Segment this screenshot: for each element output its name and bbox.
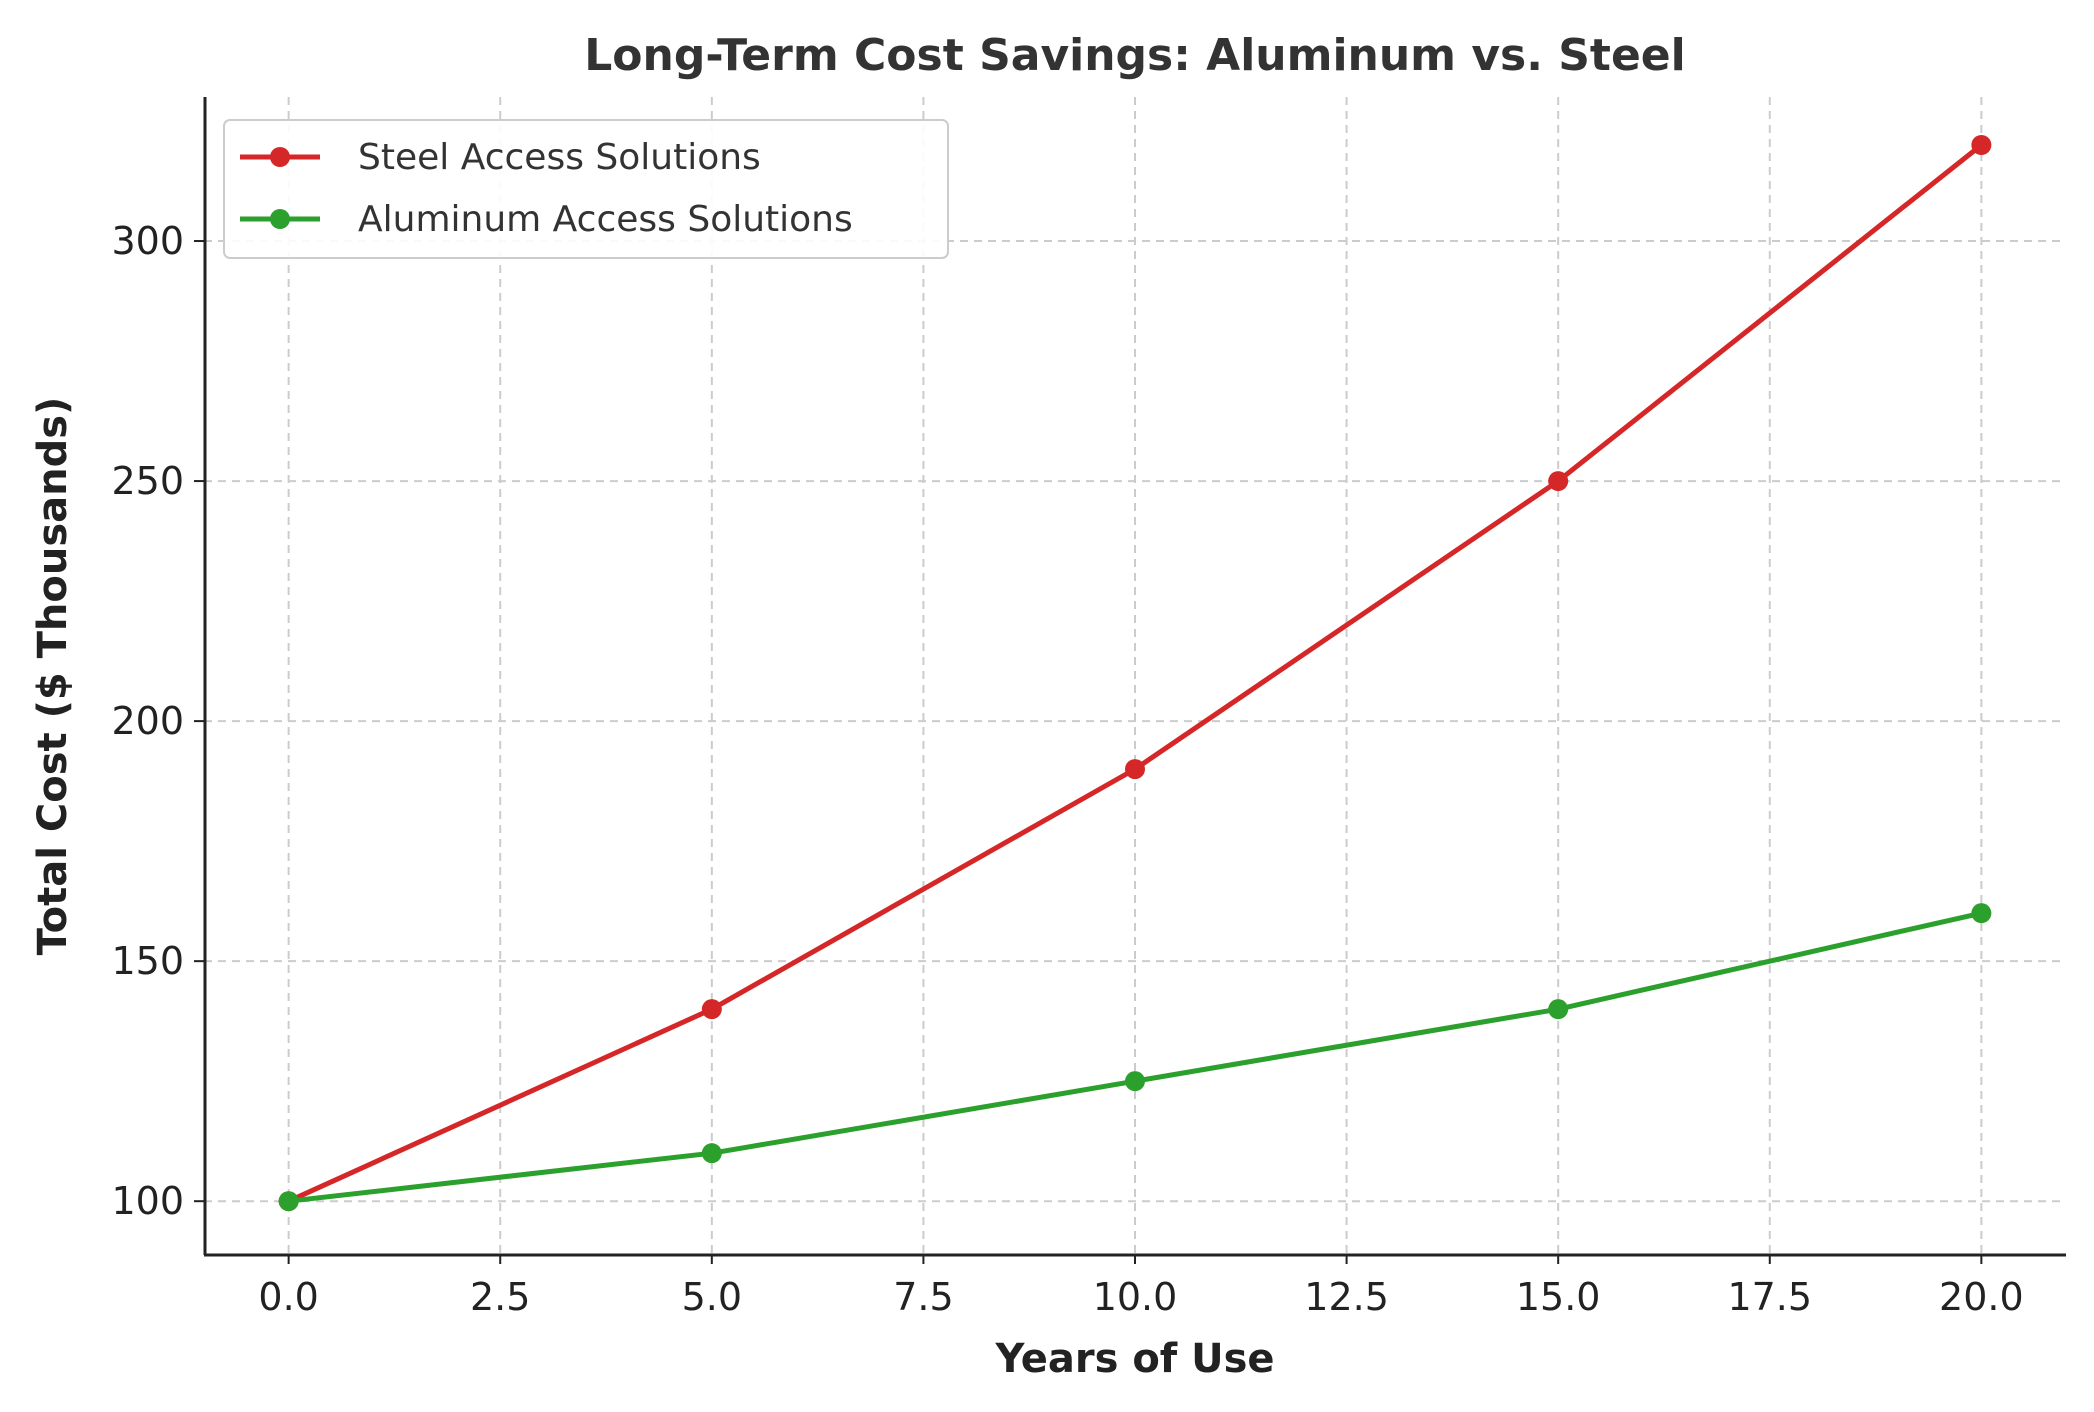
x-tick-label: 15.0 <box>1516 1275 1601 1319</box>
y-axis-label: Total Cost ($ Thousands) <box>30 397 76 956</box>
aluminum-data-point <box>1971 903 1992 924</box>
y-tick-label: 200 <box>111 699 184 743</box>
x-tick-label: 17.5 <box>1727 1275 1812 1319</box>
y-tick-label: 250 <box>111 459 184 503</box>
x-tick-label: 7.5 <box>893 1275 953 1319</box>
x-tick-label: 2.5 <box>470 1275 530 1319</box>
steel-data-point <box>1125 759 1145 780</box>
aluminum-data-point <box>1548 999 1569 1020</box>
aluminum-data-point <box>1125 1071 1145 1092</box>
x-tick-label: 0.0 <box>258 1275 318 1319</box>
chart-title: Long-Term Cost Savings: Aluminum vs. Ste… <box>584 30 1685 81</box>
legend-marker-steel <box>270 147 290 167</box>
aluminum-data-point <box>278 1191 299 1212</box>
x-tick-label: 12.5 <box>1304 1275 1389 1319</box>
steel-data-point <box>1548 471 1569 492</box>
legend: Steel Access Solutions Aluminum Access So… <box>223 119 949 259</box>
legend-marker-aluminum <box>270 209 290 229</box>
y-tick-label: 100 <box>111 1179 184 1223</box>
x-tick-label: 5.0 <box>682 1275 742 1319</box>
legend-label-aluminum: Aluminum Access Solutions <box>358 199 853 240</box>
aluminum-data-point <box>701 1143 722 1164</box>
x-axis-label: Years of Use <box>994 1336 1274 1382</box>
x-tick-label: 10.0 <box>1093 1275 1178 1319</box>
legend-label-steel: Steel Access Solutions <box>358 137 761 178</box>
y-tick-label: 300 <box>111 219 184 263</box>
legend-box <box>223 119 949 259</box>
y-tick-label: 150 <box>111 939 184 983</box>
x-tick-label: 20.0 <box>1939 1275 2024 1319</box>
steel-data-point <box>1971 135 1992 156</box>
steel-data-point <box>701 999 722 1020</box>
